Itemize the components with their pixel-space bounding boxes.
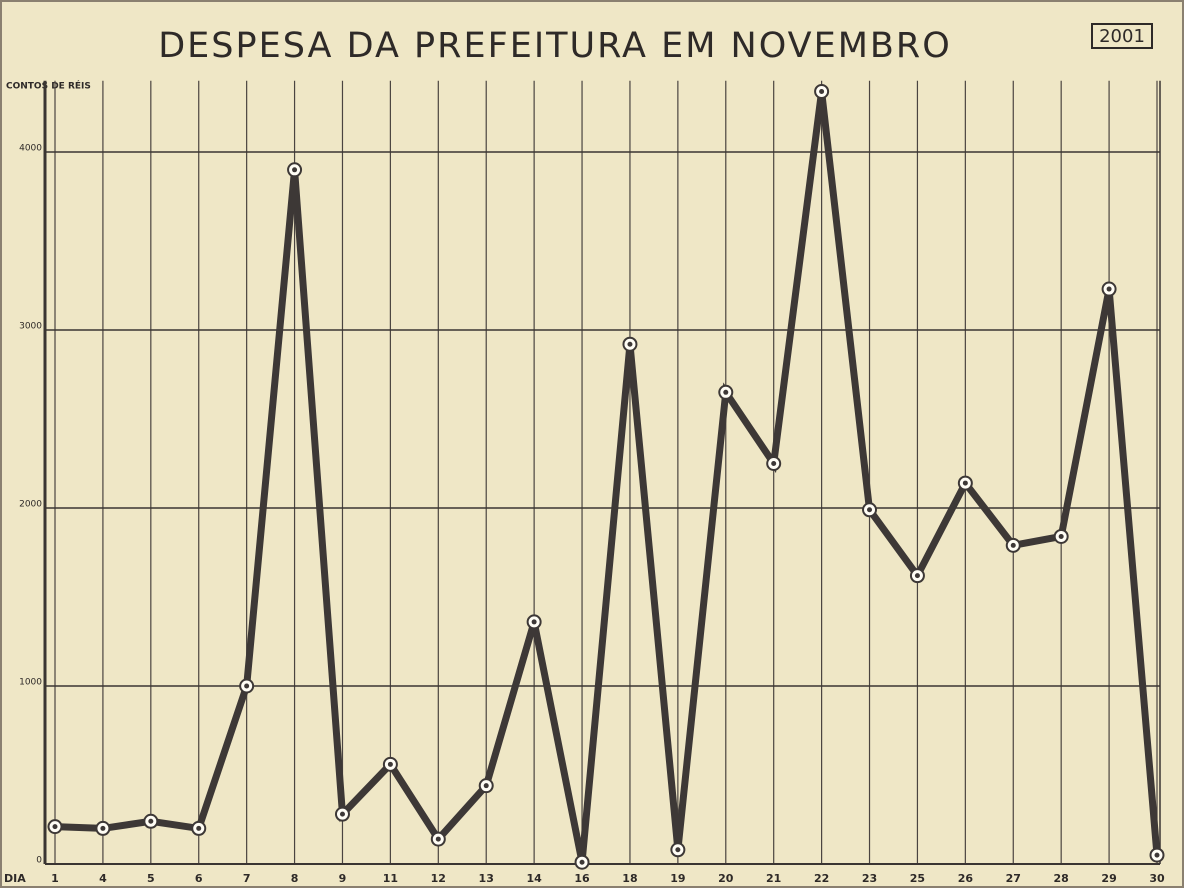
x-tick-label: 6 <box>195 872 203 885</box>
x-tick-label: 19 <box>670 872 685 885</box>
x-tick-label: 12 <box>431 872 446 885</box>
y-axis-label: CONTOS DE RÉIS <box>6 80 91 92</box>
x-axis-label: DIA <box>4 872 26 885</box>
data-point <box>574 854 590 870</box>
data-point <box>478 778 494 794</box>
data-point <box>239 678 255 694</box>
data-line <box>54 91 1161 863</box>
data-point <box>47 819 63 835</box>
data-point <box>862 502 878 518</box>
data-point <box>334 806 350 822</box>
data-point <box>814 83 830 99</box>
data-point <box>670 842 686 858</box>
data-point <box>1005 537 1021 553</box>
data-point <box>95 820 111 836</box>
x-tick-label: 23 <box>862 872 877 885</box>
x-tick-label: 28 <box>1054 872 1069 885</box>
data-point <box>287 162 303 178</box>
y-tick-label: 3000 <box>19 322 42 332</box>
data-point <box>526 614 542 630</box>
y-tick-label: 0 <box>36 856 42 866</box>
x-tick-label: 11 <box>383 872 398 885</box>
data-point <box>191 820 207 836</box>
x-tick-label: 26 <box>958 872 974 885</box>
data-point <box>957 475 973 491</box>
x-tick-label: 7 <box>243 872 251 885</box>
x-tick-label: 14 <box>526 872 542 885</box>
x-tick-label: 29 <box>1101 872 1116 885</box>
x-tick-label: 1 <box>51 872 59 885</box>
x-tick-label: 13 <box>479 872 494 885</box>
data-point <box>766 456 782 471</box>
data-point <box>718 384 734 400</box>
x-tick-label: 5 <box>147 872 155 885</box>
data-point <box>622 336 638 352</box>
data-point <box>909 568 925 584</box>
y-tick-label: 4000 <box>19 144 42 154</box>
data-point <box>430 831 446 847</box>
data-point <box>1101 281 1117 297</box>
y-tick-label: 2000 <box>19 500 42 510</box>
x-tick-label: 21 <box>766 872 781 885</box>
x-tick-label: 16 <box>574 872 590 885</box>
badge-box <box>1091 23 1153 49</box>
x-tick-label: 27 <box>1006 872 1021 885</box>
x-tick-label: 30 <box>1149 872 1165 885</box>
x-tick-label: 25 <box>910 872 925 885</box>
data-point <box>1149 847 1165 863</box>
chart-title: DESPESA DA PREFEITURA EM NOVEMBRO <box>158 26 952 66</box>
x-tick-label: 9 <box>339 872 347 885</box>
y-tick-label: 1000 <box>19 678 42 688</box>
x-tick-label: 8 <box>291 872 299 885</box>
x-tick-label: 4 <box>99 872 107 885</box>
data-point <box>1053 528 1069 544</box>
x-tick-label: 20 <box>718 872 734 885</box>
data-point <box>143 813 159 829</box>
x-tick-label: 22 <box>814 872 829 885</box>
data-point <box>382 756 398 772</box>
x-tick-label: 18 <box>622 872 637 885</box>
badge: 2001 <box>1099 26 1145 47</box>
